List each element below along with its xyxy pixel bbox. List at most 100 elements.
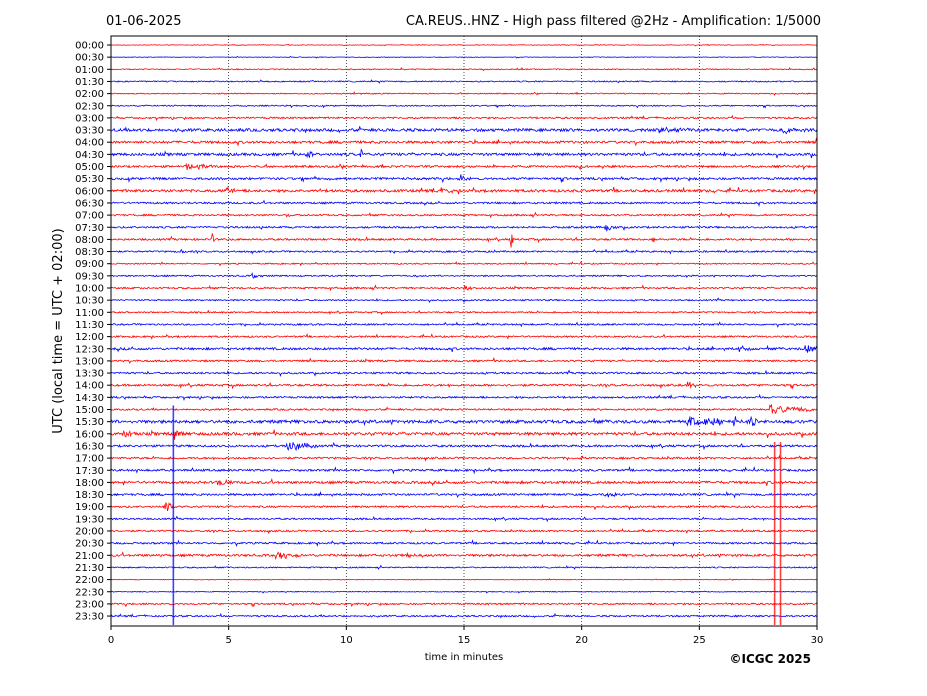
trace-1830: [110, 490, 818, 499]
y-tick-label-0400: 04:00: [75, 138, 104, 149]
x-tick-label-10: 10: [340, 635, 353, 646]
trace-1130: [110, 321, 818, 328]
trace-0730: [110, 224, 818, 232]
trace-1700: [110, 454, 818, 462]
trace-0700: [110, 211, 818, 219]
trace-2100: [110, 551, 818, 561]
date-label: 01-06-2025: [106, 14, 182, 29]
y-tick-label-2130: 21:30: [75, 563, 104, 574]
trace-0200: [110, 91, 818, 96]
y-tick-label-1600: 16:00: [75, 429, 104, 440]
trace-2130: [110, 564, 818, 570]
trace-0900: [111, 260, 818, 267]
trace-1430: [110, 393, 818, 402]
trace-0930: [110, 272, 818, 279]
y-tick-label-0600: 06:00: [75, 186, 104, 197]
trace-1900: [110, 501, 818, 512]
y-tick-label-0530: 05:30: [75, 174, 104, 185]
trace-1730: [110, 465, 818, 475]
y-tick-label-2100: 21:00: [75, 551, 104, 562]
trace-1330: [110, 369, 818, 377]
y-tick-label-2300: 23:00: [75, 599, 104, 610]
trace-1500: [110, 404, 818, 415]
trace-1100: [110, 309, 818, 316]
trace-2230: [110, 590, 818, 594]
trace-0000: [111, 43, 818, 47]
y-tick-label-1930: 19:30: [75, 514, 104, 525]
trace-0830: [111, 248, 818, 255]
y-tick-label-0130: 01:30: [75, 77, 104, 88]
y-tick-label-1100: 11:00: [75, 308, 104, 319]
trace-2200: [110, 578, 818, 581]
y-tick-label-0000: 00:00: [75, 41, 104, 52]
x-tick-label-0: 0: [108, 635, 114, 646]
x-tick-label-30: 30: [811, 635, 824, 646]
y-tick-label-0230: 02:30: [75, 101, 104, 112]
trace-1300: [110, 356, 818, 365]
y-tick-label-1500: 15:00: [75, 405, 104, 416]
x-tick-labels: 0 5 10 15 20 25 30: [108, 626, 824, 646]
spike-layer: [172, 405, 782, 626]
trace-0300: [111, 114, 818, 122]
y-tick-label-1030: 10:30: [75, 296, 104, 307]
x-tick-label-20: 20: [575, 635, 588, 646]
trace-0430: [110, 148, 817, 159]
trace-0130: [110, 79, 818, 84]
y-tick-label-0700: 07:00: [75, 211, 104, 222]
y-tick-label-0800: 08:00: [75, 235, 104, 246]
trace-1800: [110, 478, 818, 487]
x-tick-label-5: 5: [225, 635, 231, 646]
trace-1400: [110, 381, 818, 390]
y-tick-label-1730: 17:30: [75, 466, 104, 477]
y-tick-label-0200: 02:00: [75, 89, 104, 100]
trace-0400: [110, 137, 818, 147]
y-tick-label-2000: 20:00: [75, 527, 104, 538]
y-tick-label-1400: 14:00: [75, 381, 104, 392]
y-tick-label-2330: 23:30: [75, 612, 104, 623]
y-tick-label-1430: 14:30: [75, 393, 104, 404]
y-tick-label-1630: 16:30: [75, 441, 104, 452]
y-tick-label-1330: 13:30: [75, 369, 104, 380]
y-tick-label-1230: 12:30: [75, 344, 104, 355]
y-tick-label-2230: 22:30: [75, 587, 104, 598]
trace-0330: [110, 126, 818, 135]
trace-2000: [110, 527, 818, 535]
y-tick-label-0500: 05:00: [75, 162, 104, 173]
y-tick-label-0730: 07:30: [75, 223, 104, 234]
trace-1530: [110, 415, 818, 427]
trace-layer: [110, 43, 818, 619]
y-tick-label-0100: 01:00: [75, 65, 104, 76]
trace-1230: [110, 344, 818, 353]
x-axis-label: time in minutes: [425, 652, 504, 663]
y-tick-label-1700: 17:00: [75, 454, 104, 465]
y-tick-label-0930: 09:30: [75, 271, 104, 282]
grid-lines: [228, 36, 700, 626]
trace-1200: [110, 333, 818, 340]
y-tick-label-2200: 22:00: [75, 575, 104, 586]
trace-2300: [110, 601, 818, 608]
y-tick-label-0900: 09:00: [75, 259, 104, 270]
y-axis-label: UTC (local time = UTC + 02:00): [51, 228, 66, 433]
y-tick-label-0030: 00:30: [75, 53, 104, 64]
trace-1630: [110, 441, 818, 452]
trace-1930: [110, 515, 818, 523]
trace-0600: [110, 185, 818, 195]
y-tick-label-2030: 20:30: [75, 539, 104, 550]
trace-0500: [110, 162, 818, 171]
trace-1030: [110, 297, 818, 304]
trace-2030: [110, 539, 818, 548]
y-tick-label-0330: 03:30: [75, 126, 104, 137]
x-tick-label-15: 15: [458, 635, 471, 646]
y-tick-label-0430: 04:30: [75, 150, 104, 161]
trace-0800: [110, 232, 818, 248]
trace-1600: [110, 429, 818, 440]
trace-2330: [110, 612, 818, 619]
chart-title: CA.REUS..HNZ - High pass filtered @2Hz -…: [406, 14, 821, 29]
copyright-label: ©ICGC 2025: [729, 652, 811, 666]
y-tick-label-0300: 03:00: [75, 113, 104, 124]
y-tick-label-1800: 18:00: [75, 478, 104, 489]
y-tick-label-1200: 12:00: [75, 332, 104, 343]
y-tick-label-0830: 08:30: [75, 247, 104, 258]
